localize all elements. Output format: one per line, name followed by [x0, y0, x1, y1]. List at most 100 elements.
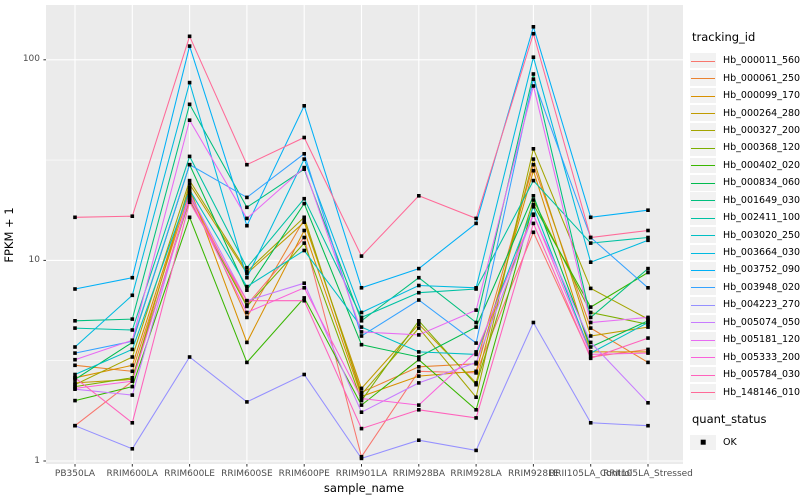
- legend-item: Hb_004223_270: [690, 296, 800, 313]
- data-point: [130, 379, 135, 383]
- legend-item-label: Hb_004223_270: [723, 299, 800, 311]
- legend-item: Hb_003752_090: [690, 261, 800, 278]
- data-point: [187, 215, 192, 220]
- legend-item: Hb_000368_120: [690, 139, 800, 156]
- data-point: [474, 408, 478, 412]
- data-point: [417, 275, 421, 280]
- legend-item-label: Hb_001649_030: [723, 194, 800, 206]
- legend-line-icon: [691, 95, 715, 97]
- legend-line-icon: [691, 165, 715, 167]
- data-point: [245, 205, 249, 210]
- data-point: [73, 326, 77, 330]
- data-point: [417, 333, 421, 337]
- legend-line-icon: [691, 374, 715, 376]
- data-point: [588, 310, 593, 315]
- data-point: [359, 330, 364, 334]
- legend-line-icon: [691, 287, 715, 289]
- legend-item-label: Hb_000011_560: [723, 55, 800, 67]
- legend-key: [690, 314, 716, 331]
- data-point: [245, 304, 249, 309]
- legend-key: [690, 52, 716, 69]
- data-point: [302, 298, 306, 303]
- data-point: [245, 271, 249, 276]
- panel-background: [46, 5, 683, 464]
- data-point: [73, 287, 77, 291]
- data-point: [359, 390, 364, 395]
- data-point: [73, 382, 77, 387]
- data-point: [187, 188, 192, 192]
- ok-point-icon: [700, 440, 706, 445]
- data-point: [302, 235, 306, 240]
- legend-line-icon: [691, 147, 715, 149]
- legend-key: [690, 175, 716, 191]
- data-point: [531, 55, 536, 59]
- data-point: [187, 182, 192, 186]
- data-point: [245, 315, 249, 320]
- data-point: [588, 326, 593, 330]
- data-point: [245, 310, 249, 315]
- legend-line-icon: [691, 392, 715, 394]
- legend: tracking_id Hb_000011_560 Hb_000061_250 Hb…: [690, 0, 800, 451]
- legend-line-icon: [691, 235, 715, 237]
- data-point: [302, 220, 306, 224]
- data-point: [417, 298, 421, 302]
- data-point: [417, 403, 421, 407]
- data-point: [245, 340, 249, 345]
- x-tick-label: RRIM600SE: [221, 469, 273, 479]
- data-point: [245, 195, 249, 200]
- data-point: [73, 215, 77, 220]
- x-tick-label: PB350LA: [54, 469, 96, 479]
- data-point: [531, 77, 536, 81]
- legend-key: [690, 331, 716, 348]
- data-point: [245, 216, 249, 221]
- data-point: [474, 320, 478, 325]
- legend-key: [690, 297, 716, 313]
- data-point: [588, 340, 593, 345]
- data-point: [245, 284, 249, 289]
- data-point: [417, 283, 421, 288]
- data-point: [302, 241, 306, 245]
- data-point: [646, 325, 650, 329]
- data-point: [359, 392, 364, 397]
- legend-item-label: Hb_005074_050: [723, 316, 800, 328]
- data-point: [187, 102, 192, 107]
- data-point: [531, 162, 536, 167]
- legend-item-label: Hb_000264_280: [723, 107, 800, 119]
- legend-item: Hb_000402_020: [690, 157, 800, 174]
- data-point: [588, 235, 593, 240]
- data-point: [130, 447, 135, 451]
- data-point: [531, 194, 536, 198]
- data-point: [245, 288, 249, 292]
- legend-item-label: Hb_000327_200: [723, 124, 800, 136]
- legend-item: Hb_001649_030: [690, 192, 800, 209]
- data-point: [302, 135, 306, 140]
- data-point: [130, 376, 135, 380]
- legend-item-label: Hb_003752_090: [723, 264, 800, 276]
- data-point: [187, 186, 192, 190]
- data-point: [359, 426, 364, 431]
- data-point: [474, 369, 478, 374]
- data-point: [73, 357, 77, 362]
- data-point: [130, 355, 135, 359]
- legend-item-label: Hb_002411_100: [723, 212, 800, 224]
- legend-key: [690, 349, 716, 365]
- data-point: [531, 202, 536, 207]
- legend-key: [690, 384, 716, 400]
- data-point: [130, 421, 135, 425]
- data-point: [130, 369, 135, 374]
- legend-key: [690, 262, 716, 278]
- data-point: [302, 372, 306, 377]
- data-point: [73, 372, 77, 377]
- data-point: [73, 376, 77, 380]
- data-point: [130, 293, 135, 298]
- legend-item-label: Hb_005333_200: [723, 351, 800, 363]
- quant-legend-title: quant_status: [692, 411, 767, 426]
- data-point: [302, 157, 306, 161]
- legend-item-label: Hb_148146_010: [723, 386, 800, 398]
- data-point: [588, 241, 593, 245]
- legend-line-icon: [691, 78, 715, 80]
- data-point: [417, 319, 421, 323]
- data-point: [187, 118, 192, 122]
- data-point: [359, 394, 364, 399]
- data-point: [531, 221, 536, 226]
